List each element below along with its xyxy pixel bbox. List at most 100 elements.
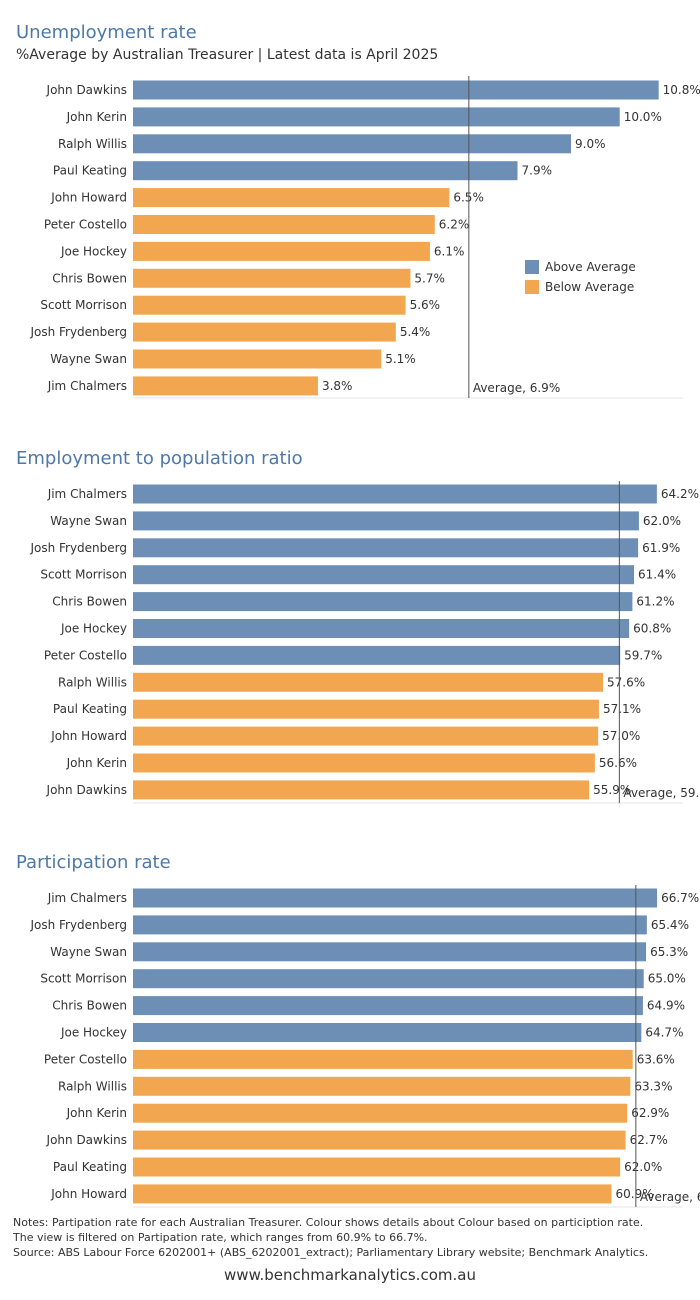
category-label: Paul Keating [53,164,127,178]
legend-swatch-below [525,280,539,294]
category-label: Ralph Willis [58,675,127,689]
category-label: Paul Keating [53,702,127,716]
bar-john-kerin[interactable] [133,1103,628,1123]
average-label: Average, 59.6% [623,786,700,800]
bar-ralph-willis[interactable] [133,672,604,692]
legend-swatch-above [525,260,539,274]
bar-scott-morrison[interactable] [133,969,644,989]
bar-josh-frydenberg[interactable] [133,322,396,342]
category-label: Chris Bowen [52,595,127,609]
value-label: 5.6% [410,298,441,312]
category-label: Chris Bowen [52,999,127,1013]
legend-label-below: Below Average [545,280,635,294]
category-label: Peter Costello [44,218,127,232]
category-label: Josh Frydenberg [29,325,127,339]
value-label: 63.3% [634,1079,672,1093]
chart-title-employment: Employment to population ratio [16,448,303,469]
footer-website[interactable]: www.benchmarkanalytics.com.au [224,1266,476,1284]
value-label: 60.9% [616,1187,654,1201]
category-label: John Kerin [66,756,127,770]
legend-label-above: Above Average [545,260,636,274]
bar-john-dawkins[interactable] [133,1130,626,1150]
bar-paul-keating[interactable] [133,161,518,181]
category-label: Jim Chalmers [47,891,127,905]
value-label: 61.2% [636,595,674,609]
bar-john-kerin[interactable] [133,107,620,127]
bar-scott-morrison[interactable] [133,565,635,585]
bar-joe-hockey[interactable] [133,619,630,638]
value-label: 56.6% [599,756,637,770]
bar-scott-morrison[interactable] [133,295,406,315]
bar-john-howard[interactable] [133,1184,612,1204]
bar-chris-bowen[interactable] [133,592,633,612]
bar-peter-costello[interactable] [133,645,621,665]
employment-chart: Jim Chalmers 64.2% Wayne Swan 62.0% Josh Fry… [29,481,700,804]
chart-title-unemployment: Unemployment rate [16,22,197,43]
value-label: 55.9% [593,783,631,797]
category-label: Scott Morrison [40,568,127,582]
bar-john-dawkins[interactable] [133,80,659,100]
value-label: 62.9% [631,1106,669,1120]
value-label: 10.0% [624,110,662,124]
value-label: 65.3% [650,945,688,959]
bar-ralph-willis[interactable] [133,134,572,154]
bar-jim-chalmers[interactable] [133,484,657,504]
unemployment-chart: John Dawkins 10.8% John Kerin 10.0% Ralph Wi… [29,76,700,399]
bar-chris-bowen[interactable] [133,996,643,1016]
value-label: 64.7% [645,1026,683,1040]
bar-jim-chalmers[interactable] [133,888,658,908]
notes: Notes: Partipation rate for each Austral… [13,1215,693,1260]
value-label: 7.9% [522,164,553,178]
bar-peter-costello[interactable] [133,215,435,234]
category-label: Wayne Swan [50,514,127,528]
bar-joe-hockey[interactable] [133,241,430,261]
category-label: Peter Costello [44,1052,127,1066]
notes-line: Notes: Partipation rate for each Austral… [13,1216,644,1229]
bar-josh-frydenberg[interactable] [133,915,647,935]
value-label: 10.8% [663,83,700,97]
value-label: 6.2% [439,218,470,232]
category-label: Scott Morrison [40,298,127,312]
bar-john-kerin[interactable] [133,753,595,773]
category-label: John Dawkins [46,83,127,97]
value-label: 57.1% [603,702,641,716]
category-label: Joe Hockey [60,1026,127,1040]
legend-item-below: Below Average [525,277,636,297]
bar-joe-hockey[interactable] [133,1023,642,1042]
value-label: 60.8% [633,622,671,636]
category-label: John Kerin [66,1106,127,1120]
bar-john-howard[interactable] [133,188,450,208]
bar-paul-keating[interactable] [133,1157,621,1177]
value-label: 61.9% [642,541,680,555]
bar-ralph-willis[interactable] [133,1076,631,1096]
bar-jim-chalmers[interactable] [133,376,318,396]
average-label: Average, 64.0% [640,1190,700,1204]
legend-item-above: Above Average [525,257,636,277]
bar-wayne-swan[interactable] [133,942,647,962]
category-label: Jim Chalmers [47,379,127,393]
value-label: 57.0% [602,729,640,743]
bar-john-dawkins[interactable] [133,780,590,800]
value-label: 61.4% [638,568,676,582]
category-label: John Kerin [66,110,127,124]
category-label: John Howard [50,1187,127,1201]
category-label: Peter Costello [44,648,127,662]
bar-wayne-swan[interactable] [133,511,639,531]
category-label: Ralph Willis [58,1079,127,1093]
category-label: Wayne Swan [50,945,127,959]
value-label: 5.1% [385,352,416,366]
category-label: Joe Hockey [60,622,127,636]
chart-title-participation: Participation rate [16,852,171,873]
bar-peter-costello[interactable] [133,1049,633,1069]
bar-john-howard[interactable] [133,726,599,746]
value-label: 65.0% [648,972,686,986]
value-label: 66.7% [661,891,699,905]
bar-wayne-swan[interactable] [133,349,382,369]
category-label: Joe Hockey [60,244,127,258]
category-label: John Dawkins [46,1133,127,1147]
bar-paul-keating[interactable] [133,699,599,719]
bar-chris-bowen[interactable] [133,268,411,288]
chart-subtitle: %Average by Australian Treasurer | Lates… [16,47,439,63]
bar-josh-frydenberg[interactable] [133,538,639,558]
source-line: Source: ABS Labour Force 6202001+ (ABS_6… [13,1246,649,1259]
